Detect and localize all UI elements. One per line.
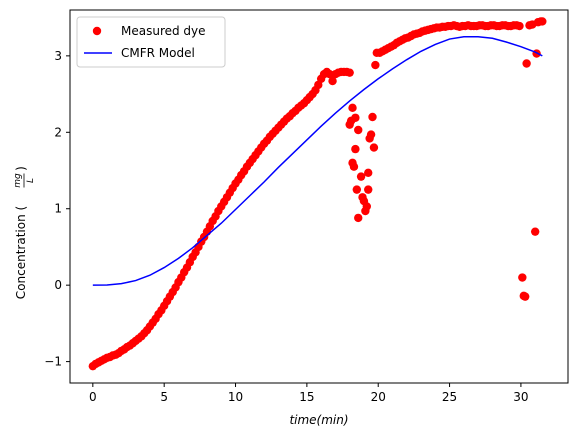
- x-tick-label: 15: [299, 390, 314, 404]
- y-tick-label: 2: [54, 125, 62, 139]
- data-point: [520, 292, 530, 301]
- data-point: [522, 59, 531, 68]
- data-point: [369, 143, 379, 152]
- data-point: [352, 185, 362, 194]
- legend-marker-measured: [92, 26, 102, 36]
- data-point: [328, 76, 337, 86]
- data-point: [356, 172, 366, 181]
- data-point: [518, 273, 527, 282]
- legend-label-measured: Measured dye: [121, 24, 206, 38]
- y-axis-label-denominator: L: [26, 178, 36, 183]
- data-point: [371, 60, 380, 70]
- y-tick-label: −1: [44, 355, 62, 369]
- legend-box: [76, 16, 226, 68]
- y-axis-label: Concentration ( mg L): [13, 166, 36, 299]
- x-tick-label: 30: [513, 390, 528, 404]
- data-point: [345, 68, 354, 77]
- data-point: [530, 227, 540, 236]
- data-point: [354, 125, 363, 135]
- data-point: [351, 144, 360, 154]
- y-axis-label-suffix: ): [14, 166, 28, 171]
- x-axis-label: time(min): [289, 413, 348, 427]
- data-point: [364, 185, 373, 194]
- data-point: [366, 130, 376, 139]
- x-tick-label: 5: [160, 390, 168, 404]
- x-tick-label: 0: [89, 390, 97, 404]
- y-tick-label: 3: [54, 49, 62, 63]
- legend-label-model: CMFR Model: [121, 46, 195, 60]
- data-point: [351, 113, 360, 122]
- y-tick-label: 1: [54, 202, 62, 216]
- y-tick-label: 0: [54, 278, 62, 292]
- data-point: [515, 21, 524, 31]
- data-point: [354, 213, 363, 223]
- plot-area-frame: [69, 9, 569, 384]
- data-point: [538, 17, 547, 26]
- data-point: [368, 112, 377, 122]
- data-point: [348, 158, 357, 168]
- data-point: [364, 168, 373, 178]
- x-tick-label: 20: [371, 390, 386, 404]
- y-axis-label-prefix: Concentration (: [14, 206, 28, 299]
- data-point: [362, 202, 372, 211]
- y-axis-label-numerator: mg: [13, 173, 23, 188]
- x-tick-label: 25: [442, 390, 457, 404]
- data-point: [348, 103, 357, 113]
- x-tick-label: 10: [228, 390, 243, 404]
- model-series-line: [92, 36, 543, 286]
